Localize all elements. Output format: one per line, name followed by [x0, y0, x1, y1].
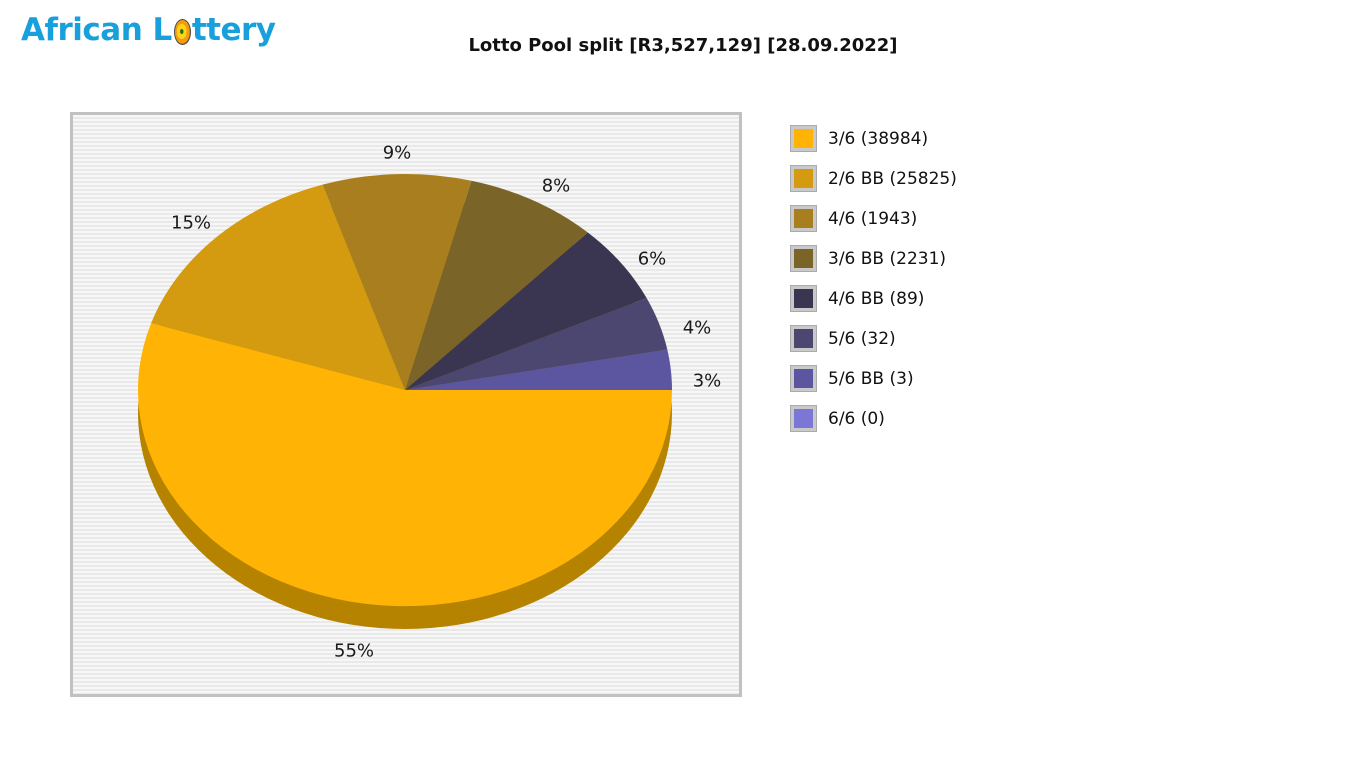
legend-swatch-color	[794, 209, 813, 228]
pie-percentage-label: 15%	[170, 212, 212, 234]
legend-item-4-6: 4/6 (1943)	[790, 205, 957, 232]
legend-item-5-6-bb: 5/6 BB (3)	[790, 365, 957, 392]
chart-area: 55% 15% 9% 8% 6% 4% 3%	[70, 112, 742, 697]
legend-label: 2/6 BB (25825)	[828, 168, 957, 189]
pie-chart-svg	[138, 174, 673, 629]
legend-swatch-color	[794, 409, 813, 428]
legend-item-3-6-bb: 3/6 BB (2231)	[790, 245, 957, 272]
legend-swatch	[790, 285, 817, 312]
pie-percentage-label: 55%	[333, 640, 375, 662]
legend-swatch-color	[794, 129, 813, 148]
lottery-ball-icon	[173, 18, 191, 45]
legend-swatch	[790, 245, 817, 272]
legend-label: 6/6 (0)	[828, 408, 885, 429]
legend-label: 5/6 BB (3)	[828, 368, 914, 389]
pie-percentage-label: 4%	[682, 317, 712, 339]
app-logo: African L ttery	[21, 12, 276, 48]
legend-swatch	[790, 165, 817, 192]
pie-percentage-label: 9%	[382, 142, 412, 164]
legend-swatch-color	[794, 249, 813, 268]
pie-slice-3-6-bb	[405, 180, 588, 390]
legend-swatch	[790, 125, 817, 152]
legend-item-6-6: 6/6 (0)	[790, 405, 957, 432]
legend-swatch	[790, 205, 817, 232]
legend-item-4-6-bb: 4/6 BB (89)	[790, 285, 957, 312]
pie-slice-3-6	[138, 323, 673, 607]
legend-swatch	[790, 365, 817, 392]
legend-swatch	[790, 325, 817, 352]
legend-swatch-color	[794, 289, 813, 308]
pie-slice-5-6-bb	[405, 349, 673, 390]
pie-slice-4-6	[322, 174, 472, 390]
legend-label: 3/6 BB (2231)	[828, 248, 947, 269]
pie-slice-4-6-bb	[405, 232, 647, 390]
legend-item-3-6: 3/6 (38984)	[790, 125, 957, 152]
legend-label: 4/6 BB (89)	[828, 288, 925, 309]
legend-swatch	[790, 405, 817, 432]
page-title: Lotto Pool split [R3,527,129] [28.09.202…	[468, 35, 898, 56]
legend-swatch-color	[794, 169, 813, 188]
pie-percentage-label: 8%	[541, 175, 571, 197]
legend-swatch-color	[794, 329, 813, 348]
logo-text-left: African L	[21, 12, 172, 48]
legend-label: 4/6 (1943)	[828, 208, 918, 229]
pie-percentage-label: 6%	[637, 248, 667, 270]
legend-item-5-6: 5/6 (32)	[790, 325, 957, 352]
legend-swatch-color	[794, 369, 813, 388]
legend-label: 3/6 (38984)	[828, 128, 929, 149]
legend-label: 5/6 (32)	[828, 328, 896, 349]
logo-text-right: ttery	[191, 12, 276, 48]
pie-percentage-label: 3%	[692, 370, 722, 392]
legend: 3/6 (38984) 2/6 BB (25825) 4/6 (1943) 3/6 B…	[790, 125, 957, 432]
pie-slice-5-6	[405, 298, 668, 390]
pie-slice-2-6-bb	[151, 184, 405, 390]
legend-item-2-6-bb: 2/6 BB (25825)	[790, 165, 957, 192]
